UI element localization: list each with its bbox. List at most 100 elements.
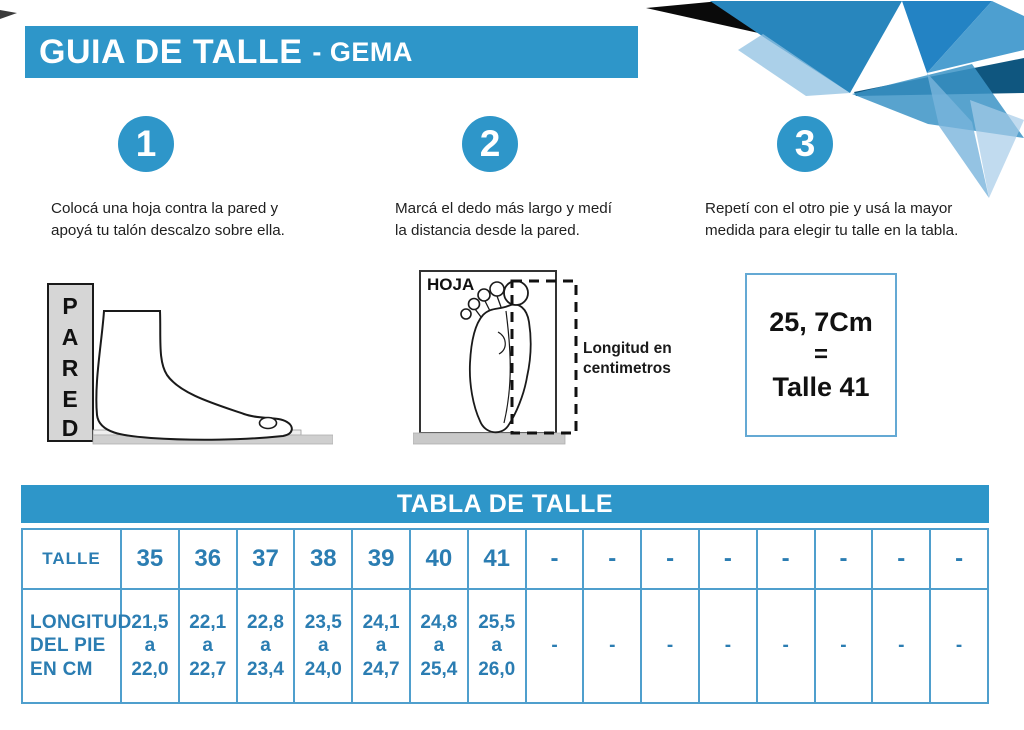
size-cell: - bbox=[697, 528, 758, 590]
length-empty: - bbox=[898, 635, 905, 657]
step-2-line-1: Marcá el dedo más largo y medí bbox=[395, 200, 612, 217]
length-empty: - bbox=[724, 635, 732, 657]
length-cell: - bbox=[524, 588, 585, 704]
step-3-line-2: medida para elegir tu talle en la tabla. bbox=[705, 221, 959, 239]
length-cell: - bbox=[697, 588, 758, 704]
length-sep: a bbox=[433, 635, 445, 657]
step-2-line-2: la distancia desde la pared. bbox=[395, 221, 580, 239]
wall-letter-e: E bbox=[62, 386, 77, 412]
size-value: 35 bbox=[136, 545, 164, 572]
wall-letter-p: P bbox=[62, 293, 77, 319]
size-cell: - bbox=[582, 528, 643, 590]
corner-triangles-decoration bbox=[646, 1, 1024, 198]
length-cell: 22,1 a 22,7 bbox=[177, 588, 238, 704]
step-3-instruction: Repetí con el otro pie y usá la mayor me… bbox=[695, 198, 1017, 241]
length-to: 24,0 bbox=[304, 658, 342, 680]
table-banner-title: TABLA DE TALLE bbox=[396, 489, 614, 518]
size-cell: 35 bbox=[120, 528, 180, 590]
length-empty: - bbox=[551, 635, 558, 657]
size-value: 37 bbox=[252, 545, 279, 572]
ball-arc bbox=[497, 331, 506, 355]
length-to: 22,7 bbox=[189, 658, 227, 680]
step-1-number-badge: 1 bbox=[118, 116, 174, 172]
step-2: 2 Marcá el dedo más largo y medí la dist… bbox=[385, 116, 685, 241]
length-from: 24,8 bbox=[420, 612, 458, 634]
example-measure: 25, 7Cm bbox=[769, 306, 873, 337]
length-from: 23,5 bbox=[304, 612, 342, 634]
length-empty: - bbox=[782, 635, 789, 657]
length-sep: a bbox=[375, 635, 387, 657]
length-sep: a bbox=[260, 635, 271, 657]
side-foot-outline bbox=[95, 310, 293, 441]
length-sep: a bbox=[144, 635, 156, 657]
length-dashed-box bbox=[510, 279, 578, 435]
length-cell: 22,8 a 23,4 bbox=[235, 588, 296, 704]
sole-outline bbox=[468, 303, 532, 434]
length-cell: 25,5 a 26,0 bbox=[466, 588, 527, 704]
step-1: 1 Colocá una hoja contra la pared y apoy… bbox=[40, 116, 340, 241]
size-value: - bbox=[608, 545, 617, 572]
length-to: 24,7 bbox=[362, 658, 400, 680]
size-value: - bbox=[550, 545, 559, 572]
size-cell: 36 bbox=[177, 528, 238, 590]
size-cell: - bbox=[871, 528, 932, 590]
size-value: - bbox=[897, 545, 906, 572]
length-sep: a bbox=[491, 635, 502, 657]
size-cell: 37 bbox=[235, 528, 296, 590]
length-to: 22,0 bbox=[131, 658, 169, 680]
wall-shape bbox=[47, 283, 94, 442]
length-empty: - bbox=[666, 635, 674, 657]
big-toe bbox=[503, 280, 529, 306]
length-to: 25,4 bbox=[420, 658, 458, 680]
size-value: 36 bbox=[194, 545, 222, 572]
size-value: 40 bbox=[425, 545, 453, 572]
step-3-line-1: Repetí con el otro pie y usá la mayor bbox=[705, 200, 953, 217]
size-table: TALLE 35 36 37 38 39 40 41 - - - - - - -… bbox=[21, 528, 989, 704]
size-cell: 41 bbox=[466, 528, 527, 590]
length-from: 21,5 bbox=[131, 612, 169, 634]
length-label: Longitud en centimetros bbox=[583, 339, 703, 379]
length-cell: 23,5 a 24,0 bbox=[293, 588, 354, 704]
size-cell: 38 bbox=[293, 528, 354, 590]
size-value: - bbox=[723, 545, 732, 572]
length-empty: - bbox=[840, 635, 847, 657]
tendon-line bbox=[503, 310, 511, 424]
length-sep: a bbox=[318, 635, 329, 657]
size-value: - bbox=[781, 545, 790, 572]
toe-3 bbox=[477, 288, 491, 302]
length-sep: a bbox=[202, 635, 213, 657]
size-value: - bbox=[839, 545, 848, 572]
length-cell: 24,1 a 24,7 bbox=[351, 588, 411, 704]
table-banner: TABLA DE TALLE bbox=[21, 485, 989, 523]
step-2-instruction: Marcá el dedo más largo y medí la distan… bbox=[385, 198, 685, 241]
length-cell: 21,5 a 22,0 bbox=[120, 588, 180, 704]
lengths-row-header: LONGITUD DEL PIE EN CM bbox=[21, 588, 131, 704]
length-cell: - bbox=[640, 588, 700, 704]
size-value: 41 bbox=[483, 545, 511, 572]
length-cell: 24,8 a 25,4 bbox=[408, 588, 469, 704]
toe-2 bbox=[489, 281, 505, 297]
length-from: 22,1 bbox=[189, 612, 227, 634]
page-title: GUIA DE TALLE bbox=[39, 32, 303, 71]
size-cell: - bbox=[813, 528, 874, 590]
length-to: 26,0 bbox=[478, 658, 516, 680]
step-3: 3 Repetí con el otro pie y usá la mayor … bbox=[695, 116, 1017, 241]
sizes-row: TALLE 35 36 37 38 39 40 41 - - - - - - -… bbox=[21, 528, 989, 590]
size-value: - bbox=[955, 545, 964, 572]
wall-letter-a: A bbox=[62, 324, 79, 350]
length-empty: - bbox=[609, 635, 616, 657]
toe-nail bbox=[258, 416, 278, 430]
size-cell: - bbox=[929, 528, 989, 590]
step-1-line-2: apoyá tu talón descalzo sobre ella. bbox=[51, 221, 285, 239]
size-value: - bbox=[666, 545, 675, 572]
wall-letter-r: R bbox=[62, 355, 79, 381]
size-value: 38 bbox=[309, 545, 337, 572]
size-cell: 39 bbox=[351, 528, 411, 590]
size-cell: 40 bbox=[408, 528, 469, 590]
step-2-number-badge: 2 bbox=[462, 116, 518, 172]
size-example-box: 25, 7Cm = Talle 41 bbox=[745, 273, 897, 437]
length-from: 24,1 bbox=[362, 612, 400, 634]
toe-5 bbox=[460, 308, 472, 320]
length-from: 25,5 bbox=[478, 612, 516, 634]
